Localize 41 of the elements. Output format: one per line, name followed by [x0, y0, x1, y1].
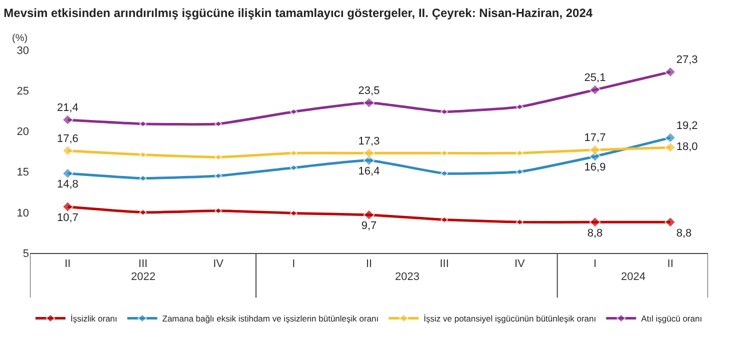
- y-tick-label: 15: [16, 166, 29, 179]
- data-label: 14,8: [56, 178, 78, 191]
- legend-label: İşsizlik oranı: [70, 314, 118, 324]
- point: [139, 151, 147, 158]
- text: 2024: [621, 271, 646, 283]
- data-label: 9,7: [361, 220, 377, 232]
- y-tick-label: 10: [16, 207, 29, 220]
- legend-label: İşsiz ve potansiyel işgücünün bütünleşik oranı: [424, 314, 596, 324]
- data-label: 19,2: [676, 120, 698, 132]
- data-label: 25,1: [584, 72, 606, 84]
- legend-label: Zamana bağlı eksik istihdam ve işsizlerin bütünleşik oranı: [162, 314, 379, 324]
- x-tick-label: IV: [514, 258, 526, 270]
- data-label: 16,9: [584, 162, 606, 174]
- data-label: 10,7: [56, 212, 78, 224]
- text: 2023: [395, 271, 420, 283]
- y-tick-label: 25: [16, 85, 29, 98]
- x-tick-label: I: [593, 258, 597, 270]
- x-tick-label: IV: [213, 258, 224, 270]
- y-axis-title: (%): [12, 33, 28, 44]
- text: 2022: [131, 271, 156, 283]
- x-tick-label: II: [366, 258, 372, 270]
- y-tick-label: 20: [16, 126, 29, 138]
- x-tick-label: III: [440, 258, 449, 270]
- data-label: 27,3: [676, 54, 698, 66]
- y-tick-label: 30: [16, 44, 29, 57]
- data-label: 18,0: [676, 141, 698, 154]
- data-label: 21,4: [56, 102, 78, 114]
- data-label: 17,7: [584, 132, 606, 144]
- x-tick-label: II: [667, 258, 674, 270]
- x-tick-label: I: [292, 258, 296, 270]
- x-tick-label: III: [138, 258, 148, 270]
- legend-label: Atıl işgücü oranı: [641, 314, 702, 324]
- data-label: 17,3: [358, 135, 380, 148]
- data-label: 8,8: [676, 227, 692, 240]
- data-label: 23,5: [358, 85, 380, 98]
- data-label: 17,6: [56, 132, 78, 145]
- y-tick-label: 5: [22, 248, 29, 260]
- data-label: 8,8: [587, 227, 603, 240]
- data-label: 16,4: [358, 166, 380, 178]
- x-tick-label: II: [64, 258, 71, 270]
- chart-title: Mevsim etkisinden arındırılmış işgücüne ilişkin tamamlayıcı göstergeler, II. Çeyrek: Nisan-Haziran, 2024: [4, 6, 593, 20]
